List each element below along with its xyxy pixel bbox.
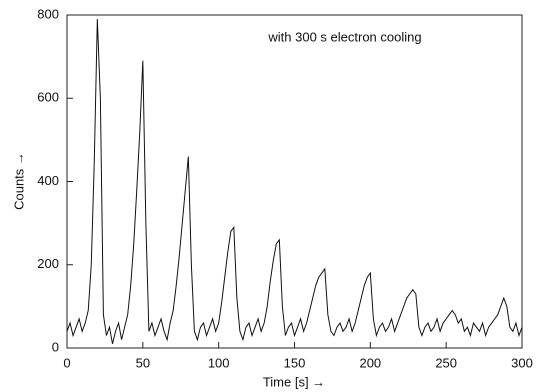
y-tick-label: 600 bbox=[37, 90, 59, 105]
x-axis-label: Time [s] → bbox=[263, 374, 325, 389]
y-tick-label: 200 bbox=[37, 256, 59, 271]
x-tick-label: 150 bbox=[284, 355, 306, 370]
y-tick-label: 800 bbox=[37, 6, 59, 21]
y-tick-label: 400 bbox=[37, 173, 59, 188]
y-axis-label: Counts → bbox=[11, 152, 26, 210]
x-tick-label: 250 bbox=[435, 355, 457, 370]
x-tick-label: 300 bbox=[511, 355, 533, 370]
x-tick-label: 0 bbox=[63, 355, 70, 370]
x-tick-label: 200 bbox=[359, 355, 381, 370]
x-tick-label: 50 bbox=[136, 355, 150, 370]
y-tick-label: 0 bbox=[52, 339, 59, 354]
plot-frame bbox=[66, 14, 523, 349]
x-tick-label: 100 bbox=[208, 355, 230, 370]
annotation: with 300 s electron cooling bbox=[267, 29, 421, 44]
data-line bbox=[66, 19, 523, 344]
